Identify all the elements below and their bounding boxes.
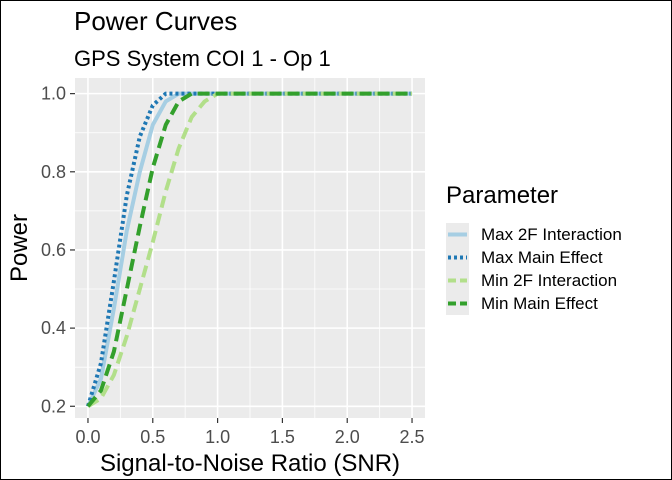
- legend-label-min-main-effect: Min Main Effect: [481, 294, 598, 313]
- x-tick-label: 1.5: [270, 427, 295, 447]
- y-axis-title: Power: [6, 214, 33, 282]
- series-line-max-2f-interaction: [86, 91, 413, 408]
- major-gridlines: [75, 78, 425, 418]
- x-tick-label: 0.0: [75, 427, 100, 447]
- legend-label-max-2f-interaction: Max 2F Interaction: [481, 225, 622, 244]
- y-tick-label: 0.4: [41, 318, 66, 338]
- legend-key-bg: [446, 246, 469, 269]
- x-tick-label: 2.5: [400, 427, 425, 447]
- legend-label-max-main-effect: Max Main Effect: [481, 248, 603, 267]
- x-tick-label: 2.0: [335, 427, 360, 447]
- x-tick-label: 1.0: [205, 427, 230, 447]
- y-tick-label: 0.8: [41, 162, 66, 182]
- legend-key-bg: [446, 269, 469, 292]
- x-axis-title: Signal-to-Noise Ratio (SNR): [100, 450, 400, 477]
- y-tick-label: 0.2: [41, 396, 66, 416]
- series-line-min-2f-interaction: [86, 91, 413, 408]
- legend-key-bg: [446, 292, 469, 315]
- legend-title: Parameter: [446, 182, 558, 209]
- x-tick-label: 0.5: [140, 427, 165, 447]
- series-lines: [86, 91, 413, 408]
- x-axis: 0.0 0.5 1.0 1.5 2.0 2.5: [75, 418, 425, 447]
- y-tick-label: 0.6: [41, 240, 66, 260]
- legend: Max 2F Interaction Max Main Effect Min 2F …: [446, 223, 622, 315]
- series-line-min-main-effect: [86, 91, 413, 408]
- legend-label-min-2f-interaction: Min 2F Interaction: [481, 271, 617, 290]
- chart-title: Power Curves: [74, 6, 237, 36]
- y-axis: 0.2 0.4 0.6 0.8 1.0: [41, 84, 75, 416]
- chart-subtitle: GPS System COI 1 - Op 1: [74, 46, 331, 71]
- y-tick-label: 1.0: [41, 84, 66, 104]
